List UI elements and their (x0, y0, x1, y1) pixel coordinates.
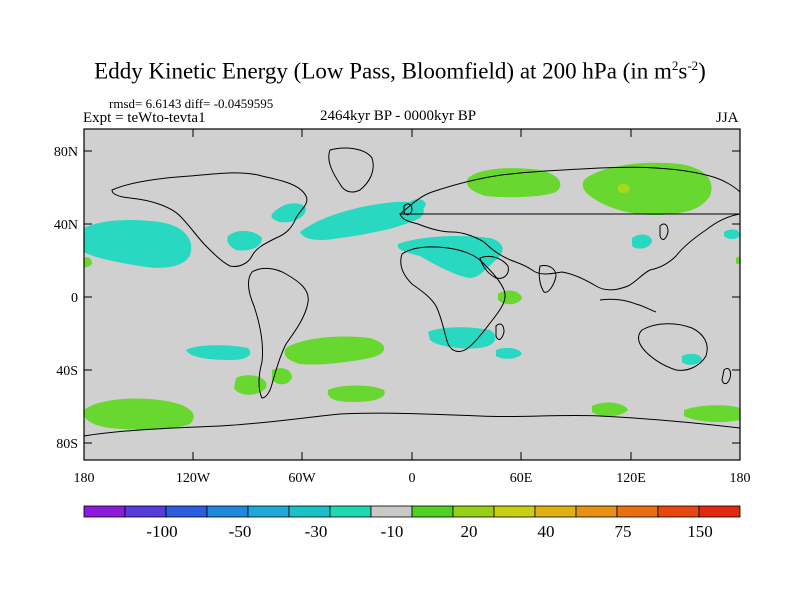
colorbar-swatch (370, 505, 413, 518)
lat-label: 80S (56, 437, 78, 452)
colorbar-swatch (165, 505, 208, 518)
colorbar-swatch (575, 505, 618, 518)
lon-label: 180 (74, 471, 95, 486)
lon-label: 60W (288, 471, 316, 486)
colorbar-label: -30 (305, 522, 328, 541)
anomaly-region-southern-ocean-atlantic (327, 385, 385, 402)
lat-label: 0 (71, 291, 78, 306)
anomaly-region-siberia (582, 162, 712, 216)
colorbar-label: -10 (381, 522, 404, 541)
anomaly-region-north-pacific (84, 220, 192, 268)
colorbar-label: 75 (615, 522, 632, 541)
colorbar-swatch (493, 505, 536, 518)
anomaly-region-south-pacific-east (234, 375, 267, 395)
anomaly-shading (84, 162, 740, 430)
colorbar-label: 40 (538, 522, 555, 541)
anomaly-region-south-atlantic (284, 336, 385, 365)
anomaly-region-siberia-core (618, 183, 630, 193)
colorbar-swatch (247, 505, 290, 518)
colorbar (83, 505, 741, 518)
colorbar-swatch (534, 505, 577, 518)
lat-ticks (84, 150, 740, 444)
colorbar-swatch (83, 505, 126, 518)
colorbar-swatch (411, 505, 454, 518)
lon-label: 180 (730, 471, 751, 486)
colorbar-swatch (124, 505, 167, 518)
coastline-uk (403, 203, 413, 216)
anomaly-region-west-pacific (724, 229, 740, 239)
coastline-africa (400, 246, 506, 352)
colorbar-swatch (329, 505, 372, 518)
plot-title: Eddy Kinetic Energy (Low Pass, Bloomfiel… (94, 58, 706, 84)
colorbar-swatch (288, 505, 331, 518)
rmsd-diff-stats: rmsd= 6.6143 diff= -0.0459595 (109, 96, 274, 111)
anomaly-region-southern-ocean-pacific (84, 398, 194, 430)
lat-label: 80N (54, 145, 78, 160)
colorbar-label: -100 (146, 522, 177, 541)
anomaly-region-arctic-west (84, 257, 92, 268)
anomaly-region-east-asia (632, 234, 652, 249)
lon-labels: 180 120W 60W 0 60E 120E 180 (74, 471, 751, 486)
anomaly-region-europe-scandinavia (404, 199, 426, 214)
colorbar-swatch (616, 505, 659, 518)
coastline-indonesia (599, 298, 657, 313)
experiment-label: Expt = teWto-tevta1 (83, 110, 206, 126)
colorbar-labels: -100 -50 -30 -10 20 40 75 150 (146, 522, 712, 541)
anomaly-region-south-america-south (272, 368, 292, 385)
anomaly-region-north-atlantic (300, 201, 424, 240)
coastline-south-america (247, 267, 309, 399)
coastlines (84, 147, 740, 437)
anomaly-region-indian-ocean-south (496, 347, 522, 359)
lon-label: 60E (510, 471, 533, 486)
colorbar-swatch (657, 505, 700, 518)
coastline-arabia (479, 255, 509, 279)
anomaly-region-southern-ocean-east (684, 405, 740, 423)
lat-label: 40N (54, 218, 78, 233)
anomaly-region-south-pacific (186, 345, 251, 360)
coastline-australia (638, 323, 708, 371)
coastline-greenland (328, 147, 374, 193)
anomaly-region-sahara-mideast (397, 236, 503, 278)
coastline-madagascar (495, 323, 505, 340)
lon-label: 120E (616, 471, 646, 486)
anomaly-region-north-america-east (271, 203, 306, 223)
colorbar-swatch (452, 505, 495, 518)
season-label: JJA (716, 110, 739, 126)
anomaly-region-east-edge (736, 256, 740, 265)
anomaly-region-central-america (227, 230, 262, 251)
anomaly-region-australia-east (682, 353, 702, 365)
lat-label: 40S (56, 364, 78, 379)
lon-label: 120W (176, 471, 211, 486)
anomaly-region-arctic-europe (466, 168, 561, 198)
anomaly-region-southern-ocean-indian (592, 402, 628, 417)
period-label: 2464kyr BP - 0000kyr BP (320, 108, 477, 124)
colorbar-swatch (206, 505, 249, 518)
coastline-antarctica (84, 412, 740, 437)
coastline-north-america (111, 172, 308, 267)
colorbar-label: 150 (687, 522, 713, 541)
lon-ticks (83, 129, 741, 460)
coastline-india (538, 265, 557, 293)
lon-label: 0 (409, 471, 416, 486)
lat-labels: 80N 40N 0 40S 80S (54, 145, 78, 452)
colorbar-label: 20 (461, 522, 478, 541)
coastline-new-zealand (721, 367, 731, 385)
coastline-japan (659, 223, 669, 240)
coastline-eurasia (399, 166, 740, 291)
colorbar-swatch (698, 505, 741, 518)
colorbar-label: -50 (229, 522, 252, 541)
